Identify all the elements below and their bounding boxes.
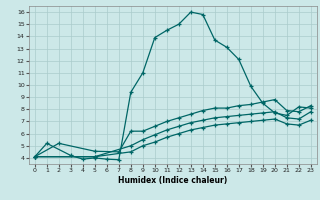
- X-axis label: Humidex (Indice chaleur): Humidex (Indice chaleur): [118, 176, 228, 185]
